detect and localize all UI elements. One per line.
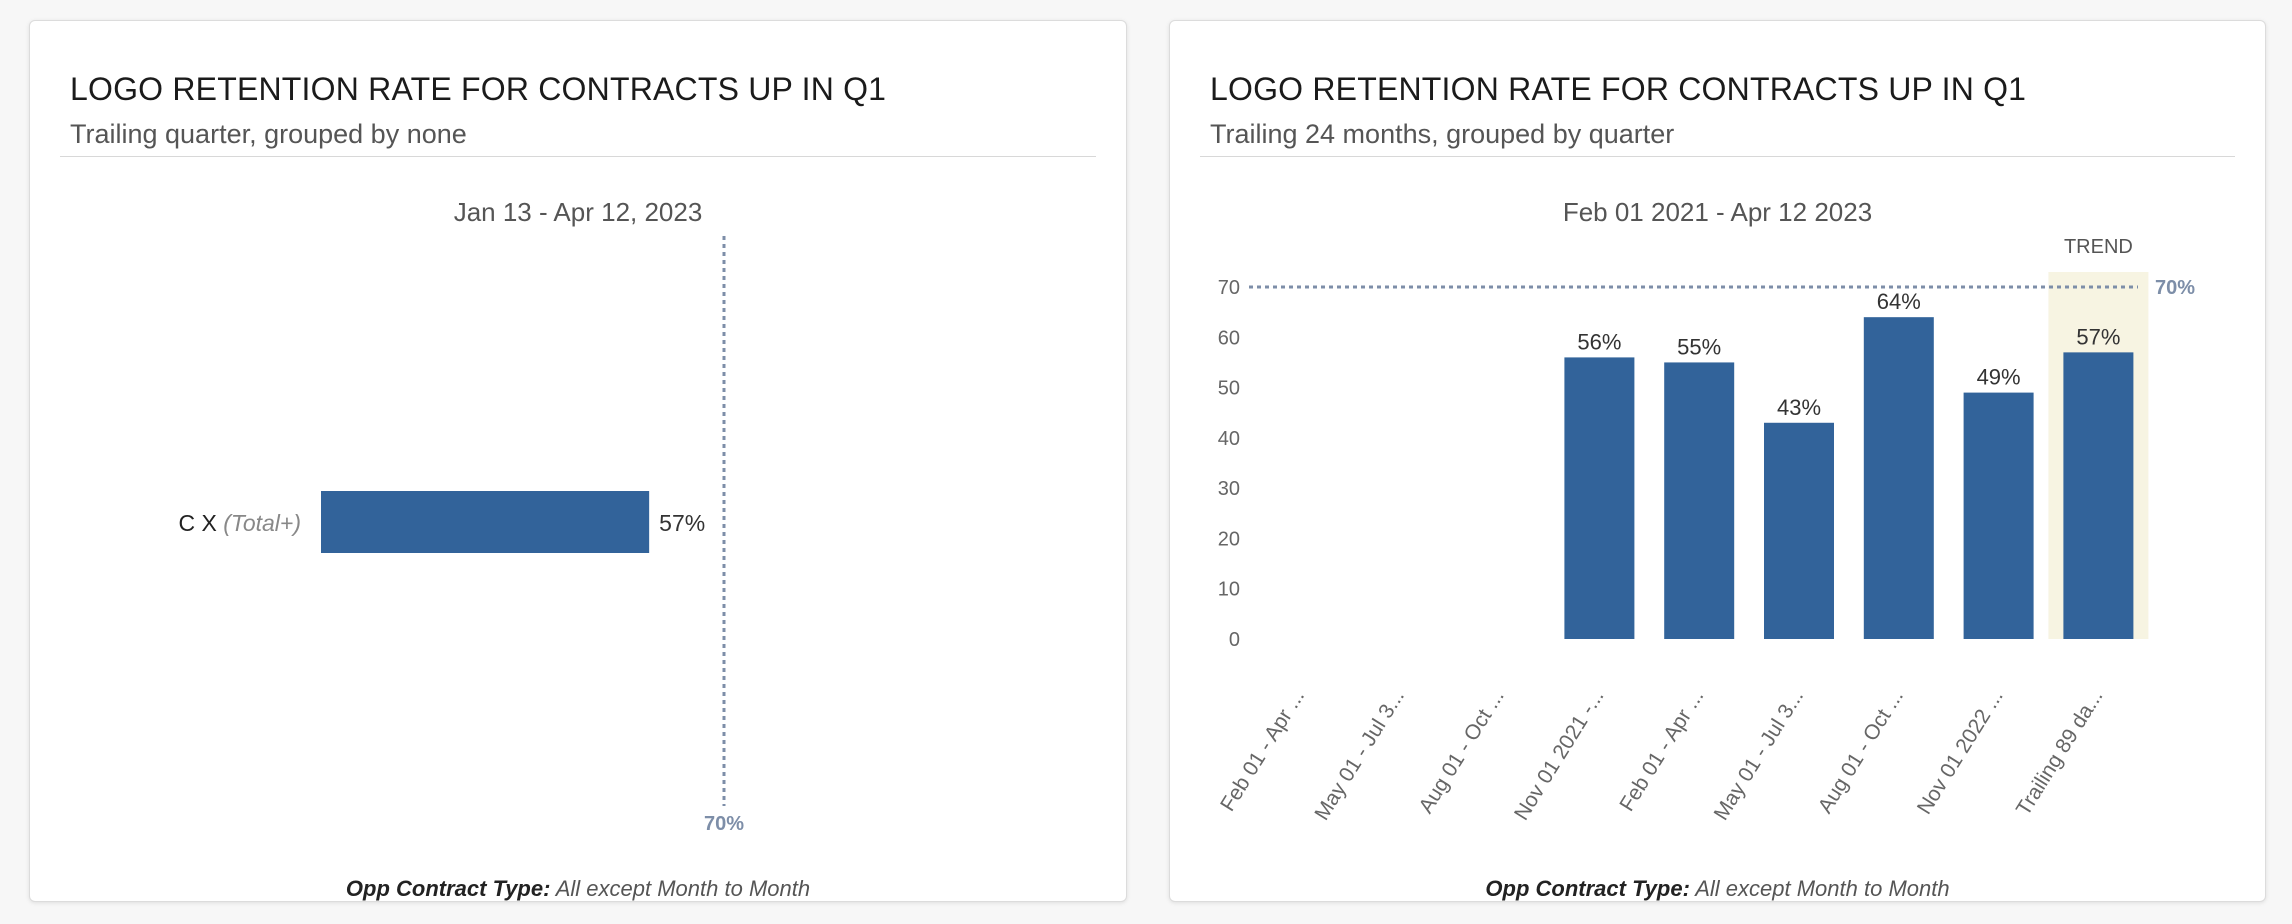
- data-label: 57%: [659, 510, 705, 536]
- y-tick-label: 20: [1218, 528, 1240, 550]
- x-tick-label: May 01 - Jul 3...: [1710, 685, 1809, 824]
- data-label: 55%: [1677, 334, 1721, 359]
- card-divider: [1200, 156, 2235, 157]
- y-tick-label: 50: [1218, 378, 1240, 400]
- data-label: 49%: [1977, 365, 2021, 390]
- bar: [321, 491, 650, 553]
- left-chart-card: LOGO RETENTION RATE FOR CONTRACTS UP IN …: [29, 20, 1127, 902]
- data-label: 57%: [2076, 324, 2120, 349]
- right-chart-card: LOGO RETENTION RATE FOR CONTRACTS UP IN …: [1169, 20, 2266, 902]
- bar: [1564, 357, 1635, 639]
- category-suffix: (Total+): [223, 510, 301, 536]
- y-tick-label: 30: [1218, 478, 1240, 500]
- y-tick-label: 0: [1229, 629, 1240, 651]
- x-tick-label: Feb 01 - Apr ...: [1615, 685, 1708, 815]
- card-title: LOGO RETENTION RATE FOR CONTRACTS UP IN …: [1210, 71, 2027, 107]
- bar: [1963, 392, 2034, 639]
- bar: [1863, 317, 1934, 639]
- x-tick-label: Nov 01 2021 -...: [1510, 685, 1609, 824]
- x-tick-label: Feb 01 - Apr ...: [1216, 685, 1309, 815]
- data-label: 43%: [1777, 395, 1821, 420]
- x-tick-label: Aug 01 - Oct ...: [1814, 685, 1908, 817]
- bar: [1664, 362, 1735, 639]
- x-tick-label: Trailing 89 da...: [2012, 685, 2108, 819]
- filter-key: Opp Contract Type:: [1485, 876, 1690, 901]
- card-title: LOGO RETENTION RATE FOR CONTRACTS UP IN …: [70, 71, 887, 107]
- bar: [2063, 352, 2134, 639]
- filter-footer: Opp Contract Type: All except Month to M…: [1170, 876, 2265, 902]
- y-tick-label: 60: [1218, 327, 1240, 349]
- category-label: C X (Total+): [178, 510, 301, 536]
- bar: [1764, 422, 1834, 639]
- y-tick-label: 40: [1218, 428, 1240, 450]
- data-label: 56%: [1577, 329, 1621, 354]
- y-tick-label: 10: [1218, 579, 1240, 601]
- trend-label: TREND: [2064, 236, 2133, 258]
- x-tick-label: Aug 01 - Oct ...: [1414, 685, 1508, 817]
- card-subtitle: Trailing 24 months, grouped by quarter: [1210, 119, 1675, 149]
- card-subtitle: Trailing quarter, grouped by none: [70, 119, 467, 149]
- target-label: 70%: [704, 813, 744, 835]
- target-label: 70%: [2155, 277, 2195, 299]
- filter-key: Opp Contract Type:: [345, 876, 551, 901]
- x-tick-label: Nov 01 2022 ...: [1913, 685, 2008, 818]
- date-range: Jan 13 - Apr 12, 2023: [453, 197, 703, 227]
- date-range: Feb 01 2021 - Apr 12 2023: [1562, 197, 1873, 227]
- filter-footer: Opp Contract Type: All except Month to M…: [30, 876, 1126, 902]
- filter-value: All except Month to Month: [1695, 876, 1950, 901]
- card-divider: [60, 156, 1096, 157]
- x-tick-label: May 01 - Jul 3...: [1310, 685, 1409, 824]
- horizontal-bar-chart: 70% 57% C X (Total+): [178, 236, 744, 835]
- vertical-bar-chart: TREND 0 10 20 30 40 50 60 70 56% 55% 43% 64% 49% 57% 70…: [1216, 236, 2195, 824]
- category-name: C X: [178, 510, 223, 536]
- y-tick-label: 70: [1218, 277, 1240, 299]
- data-label: 64%: [1877, 289, 1921, 314]
- filter-value: All except Month to Month: [555, 876, 811, 901]
